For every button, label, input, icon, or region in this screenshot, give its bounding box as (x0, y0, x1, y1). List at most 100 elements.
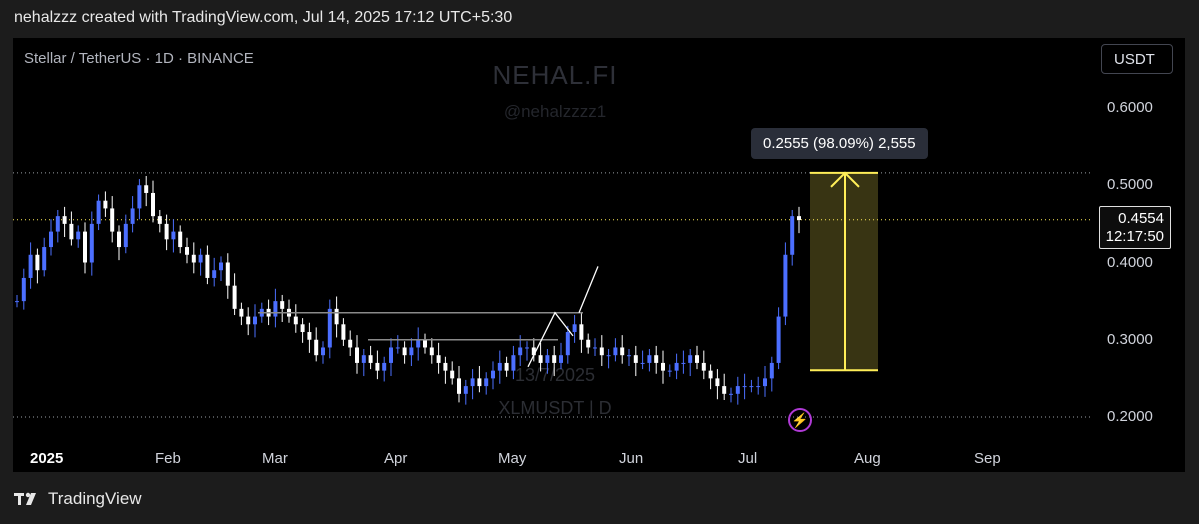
lightning-icon[interactable]: ⚡ (788, 408, 812, 432)
candle-body (314, 339, 319, 356)
y-tick-label: 0.2000 (1107, 408, 1153, 425)
candle-body (246, 316, 251, 325)
candle-body (613, 347, 618, 356)
candle-body (69, 223, 74, 240)
candle-body (355, 347, 359, 363)
candle-body (151, 192, 155, 217)
candle-body (531, 347, 536, 356)
candle-body (225, 262, 230, 286)
candle-body (21, 277, 26, 302)
candle-body (450, 370, 455, 379)
candle-body (110, 208, 115, 232)
candle-body (389, 347, 393, 363)
candle-body (769, 362, 774, 379)
candle-body (219, 262, 223, 271)
measure-arrow-head (830, 171, 860, 188)
candle-body (654, 355, 659, 363)
candle-body (491, 370, 495, 379)
candle-body (157, 216, 162, 224)
candle-body (695, 355, 699, 363)
candle-body (647, 355, 652, 363)
y-tick-label: 0.3000 (1107, 331, 1153, 348)
currency-button[interactable]: USDT (1101, 44, 1173, 74)
candle-body (368, 355, 373, 363)
candle-body (640, 362, 645, 364)
candle-body (416, 339, 421, 348)
x-tick-label: Mar (262, 450, 288, 467)
candle-body (776, 316, 781, 363)
candle-body (484, 378, 489, 387)
candle-body (457, 378, 461, 394)
candle-body (511, 355, 516, 371)
x-tick-label: Feb (155, 450, 181, 467)
chart-area[interactable]: NEHAL.FI @nehalzzzz1 13/7/2025 XLMUSDT |… (13, 38, 1185, 472)
candle-body (130, 208, 135, 224)
candle-body (205, 254, 210, 278)
candle-body (382, 362, 387, 371)
candle-body (477, 378, 482, 387)
last-price-value: 0.4554 (1118, 210, 1164, 227)
candle-body (164, 223, 169, 240)
candle-body (722, 386, 727, 394)
candle-body (701, 362, 706, 371)
candle-body (674, 362, 679, 371)
candle-body (423, 339, 427, 348)
tradingview-logo-icon (14, 492, 36, 505)
candle-body (327, 308, 332, 348)
candle-body (688, 355, 693, 363)
candle-body (321, 347, 325, 356)
candle-body (253, 316, 257, 325)
candle-body (28, 254, 33, 278)
candle-body (171, 231, 176, 240)
candle-body (443, 362, 448, 371)
y-tick-label: 0.5000 (1107, 176, 1153, 193)
x-tick-label: Jun (619, 450, 644, 467)
candle-body (742, 386, 747, 388)
candle-body (504, 362, 509, 371)
candle-body (735, 386, 740, 394)
candle-body (117, 231, 121, 248)
candle-body (341, 324, 346, 340)
candle-body (579, 324, 584, 340)
x-tick-label: May (498, 450, 527, 467)
candle-body (35, 254, 40, 271)
watermark-date: 13/7/2025 (514, 365, 596, 385)
x-tick-label: Apr (384, 450, 408, 467)
breakout-arrow-line (578, 266, 599, 313)
candle-body (103, 200, 108, 209)
candle-body (42, 247, 47, 271)
candle-body (239, 308, 244, 317)
candle-body (232, 285, 237, 309)
bar-countdown: 12:17:50 (1105, 228, 1164, 245)
y-tick-label: 0.6000 (1107, 99, 1153, 116)
y-tick-label: 0.4000 (1107, 254, 1153, 271)
x-tick-label: Jul (738, 450, 758, 467)
price-plot[interactable] (13, 38, 1185, 472)
candle-body (552, 355, 557, 363)
candle-body (409, 347, 414, 356)
candle-body (627, 355, 631, 357)
candle-body (178, 231, 183, 248)
candle-body (715, 378, 720, 387)
candle-body (572, 324, 577, 333)
watermark-title: NEHAL.FI (492, 60, 618, 90)
candle-body (756, 386, 761, 388)
x-tick-label: 2025 (30, 450, 64, 467)
candle-body (137, 185, 142, 209)
candle-body (586, 339, 591, 348)
candle-body (593, 347, 597, 349)
candle-body (661, 362, 665, 371)
candle-body (667, 370, 672, 372)
measure-tooltip: 0.2555 (98.09%) 2,555 (751, 128, 928, 159)
candle-body (293, 316, 298, 325)
candle-body (545, 355, 550, 363)
candle-body (144, 185, 149, 193)
candle-body (123, 223, 128, 248)
watermark-ticker: XLMUSDT | D (498, 398, 612, 418)
candle-body (395, 347, 400, 349)
candle-body (790, 216, 795, 255)
candle-body (62, 216, 67, 224)
candle-body (599, 347, 604, 356)
last-price-label: 0.4554 12:17:50 (1098, 206, 1171, 249)
candle-body (273, 301, 278, 317)
